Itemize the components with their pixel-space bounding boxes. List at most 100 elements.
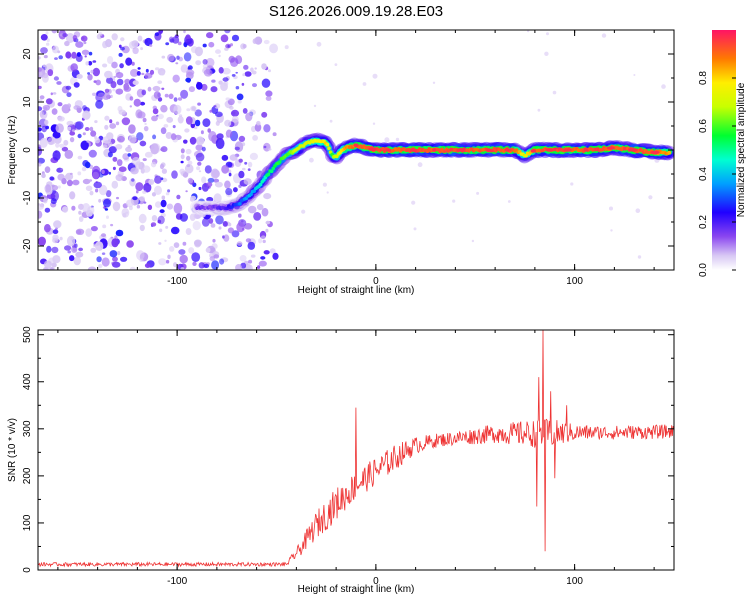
noise-speckle bbox=[112, 156, 118, 162]
noise-speckle bbox=[231, 230, 240, 238]
noise-speckle bbox=[186, 164, 191, 168]
colorbar-tick-label: 0.2 bbox=[698, 215, 709, 229]
noise-speckle bbox=[202, 59, 208, 65]
noise-speckle bbox=[184, 128, 190, 133]
noise-speckle bbox=[261, 111, 268, 118]
noise-speckle bbox=[301, 209, 306, 214]
noise-speckle bbox=[88, 179, 93, 182]
noise-speckle bbox=[48, 266, 56, 270]
noise-speckle bbox=[160, 199, 167, 208]
noise-speckle bbox=[38, 146, 43, 156]
noise-speckle bbox=[362, 82, 367, 86]
y-tick-label: 100 bbox=[22, 514, 33, 531]
noise-speckle bbox=[42, 74, 49, 83]
noise-speckle bbox=[131, 40, 139, 48]
y-tick-label: 300 bbox=[22, 420, 33, 437]
noise-speckle bbox=[111, 33, 118, 41]
noise-speckle bbox=[268, 69, 271, 73]
noise-speckle bbox=[127, 145, 131, 149]
noise-speckle bbox=[252, 135, 258, 141]
noise-speckle bbox=[171, 170, 178, 179]
noise-speckle bbox=[98, 184, 108, 196]
noise-speckle bbox=[110, 81, 117, 89]
noise-speckle bbox=[45, 98, 53, 105]
noise-speckle bbox=[102, 40, 108, 49]
noise-speckle bbox=[194, 109, 197, 113]
noise-speckle bbox=[131, 61, 135, 66]
noise-speckle bbox=[129, 105, 132, 108]
noise-speckle bbox=[142, 165, 151, 173]
noise-speckle bbox=[253, 212, 262, 221]
noise-speckle bbox=[201, 217, 210, 227]
noise-speckle bbox=[82, 203, 91, 213]
noise-speckle bbox=[153, 91, 161, 99]
noise-speckle bbox=[85, 185, 93, 192]
noise-speckle bbox=[544, 51, 549, 56]
noise-speckle bbox=[214, 103, 221, 109]
noise-speckle bbox=[165, 132, 173, 139]
noise-speckle bbox=[72, 179, 80, 186]
noise-speckle bbox=[102, 144, 108, 149]
snr-y-ticks: 0 100 200 300 400 500 bbox=[22, 326, 674, 573]
noise-speckle bbox=[143, 201, 147, 204]
noise-speckle bbox=[235, 86, 240, 90]
noise-speckle bbox=[139, 224, 145, 232]
noise-speckle bbox=[173, 242, 180, 249]
noise-speckle bbox=[245, 112, 253, 122]
ridge-peak bbox=[545, 148, 554, 152]
noise-speckle bbox=[212, 238, 216, 243]
noise-speckle bbox=[142, 158, 147, 162]
noise-speckle bbox=[84, 127, 90, 131]
noise-speckle bbox=[180, 148, 185, 154]
noise-speckle bbox=[112, 166, 116, 171]
snr-panel: -100 0 100 0 100 200 300 400 500 Height of stra… bbox=[7, 326, 675, 595]
noise-speckle bbox=[230, 109, 240, 117]
noise-speckle bbox=[66, 103, 72, 109]
noise-speckle bbox=[46, 42, 50, 46]
noise-speckle bbox=[384, 137, 390, 143]
noise-speckle bbox=[67, 250, 71, 254]
noise-speckle bbox=[161, 87, 165, 91]
noise-speckle bbox=[125, 199, 134, 208]
noise-speckle bbox=[115, 88, 124, 95]
noise-speckle bbox=[140, 47, 144, 51]
noise-speckle bbox=[272, 132, 277, 137]
noise-speckle bbox=[203, 263, 210, 268]
noise-speckle bbox=[252, 83, 257, 88]
noise-speckle bbox=[132, 80, 139, 86]
noise-speckle bbox=[135, 182, 144, 192]
noise-speckle bbox=[192, 220, 201, 231]
noise-speckle bbox=[194, 119, 201, 127]
noise-speckle bbox=[123, 83, 130, 91]
noise-speckle bbox=[263, 39, 270, 45]
noise-speckle bbox=[243, 64, 249, 70]
noise-speckle bbox=[43, 266, 50, 270]
noise-speckle bbox=[86, 139, 90, 143]
noise-speckle bbox=[194, 46, 203, 57]
noise-speckle bbox=[209, 256, 215, 262]
noise-speckle bbox=[69, 255, 75, 262]
noise-speckle bbox=[417, 162, 423, 168]
noise-speckle bbox=[111, 61, 118, 69]
noise-speckle bbox=[211, 260, 220, 270]
noise-speckle bbox=[142, 117, 147, 123]
noise-speckle bbox=[50, 92, 53, 96]
noise-speckle bbox=[247, 241, 256, 250]
noise-speckle bbox=[648, 195, 653, 200]
noise-speckle bbox=[163, 124, 169, 128]
noise-speckle bbox=[43, 197, 48, 204]
noise-speckle bbox=[51, 108, 58, 115]
noise-speckle bbox=[111, 261, 115, 266]
noise-speckle bbox=[261, 63, 267, 70]
frequency-ridge bbox=[190, 132, 674, 216]
noise-speckle bbox=[144, 37, 153, 47]
noise-speckle bbox=[114, 235, 118, 240]
noise-speckle bbox=[250, 254, 256, 258]
noise-speckle bbox=[159, 209, 165, 214]
noise-speckle bbox=[185, 148, 192, 155]
noise-speckle bbox=[202, 43, 207, 48]
noise-speckle bbox=[231, 74, 236, 77]
noise-speckle bbox=[265, 220, 271, 225]
noise-speckle bbox=[235, 71, 238, 74]
noise-speckle bbox=[119, 63, 124, 69]
